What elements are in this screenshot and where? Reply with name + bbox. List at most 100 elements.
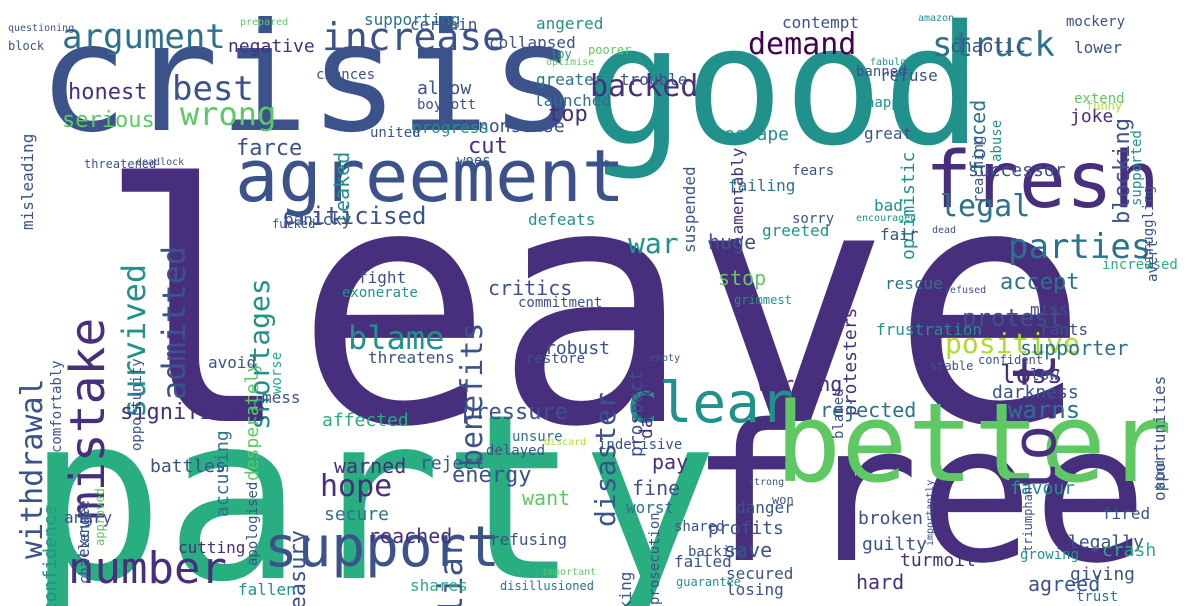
word-stable: stable [930, 359, 974, 373]
word-mocking: mocking [616, 571, 635, 606]
word-cutting: cutting [178, 538, 246, 557]
word-miss: miss [1030, 300, 1069, 319]
word-frustration: frustration [876, 320, 982, 339]
word-fresh: fresh [925, 136, 1160, 226]
word-positive: positive [945, 327, 1080, 360]
word-threatens: threatens [368, 348, 455, 367]
word-fears: fears [792, 163, 835, 179]
word-argument: argument [62, 17, 226, 57]
word-reaching: reaching [971, 135, 987, 203]
word-strong: strong [748, 477, 785, 488]
word-parties: parties [1008, 227, 1152, 267]
word-party: party [26, 366, 719, 606]
word-triumphant: triumphant [1021, 479, 1035, 552]
word-launched: launched [534, 91, 612, 110]
word-failed: failed [674, 552, 732, 571]
word-discard: discard [544, 437, 587, 448]
word-giving: giving [1070, 564, 1136, 585]
word-failing: failing [728, 176, 796, 195]
word-top: top [548, 102, 588, 127]
word-liar: liar [432, 537, 470, 606]
word-hope: hope [320, 469, 393, 504]
word-certain: certain [410, 15, 478, 34]
word-importantly: importantly [925, 479, 936, 546]
word-chances: chances [316, 67, 376, 83]
word-sorry: sorry [792, 211, 835, 227]
word-backed: backed [590, 69, 699, 104]
word-poorer: poorer [588, 43, 632, 57]
word-contempt: contempt [782, 13, 860, 32]
word-energy: energy [452, 463, 532, 488]
word-supported: supported [1129, 130, 1145, 206]
word-woes: woes [457, 153, 491, 169]
word-fucked: fucked [272, 217, 316, 231]
word-unsure: unsure [512, 429, 563, 445]
word-prepared: prepared [240, 17, 289, 28]
word-profits: profits [708, 518, 784, 539]
word-successor: successor [968, 160, 1066, 181]
word-suspended: suspended [680, 166, 699, 253]
word-demand: demand [748, 27, 857, 62]
word-warning: warning [758, 372, 843, 396]
word-mess: mess [262, 388, 301, 407]
word-supporting: supporting [364, 10, 461, 29]
word-pressure: pressure [462, 400, 568, 425]
word-free: free [690, 384, 1148, 605]
word-happy: happy [866, 95, 909, 111]
word-supporter: supporter [1020, 336, 1129, 360]
word-chaotic: chaotic [950, 36, 1026, 57]
word-approved: approved [93, 488, 107, 546]
word-secure: secure [324, 504, 390, 525]
word-fallen: fallen [238, 580, 296, 599]
word-serious: serious [62, 108, 155, 133]
word-opportunity: opportunity [129, 358, 145, 451]
word-progress: progress [412, 118, 490, 137]
word-battles: battles [150, 456, 226, 477]
word-darkness: darkness [992, 382, 1079, 403]
word-trouble: trouble [620, 70, 688, 89]
word-joke: joke [1070, 106, 1114, 127]
word-deadlock: deadlock [136, 157, 185, 168]
word-significant: significant [120, 400, 266, 425]
word-joy: joy [550, 47, 572, 61]
word-comfortably: comfortably [49, 360, 65, 453]
word-crash: crash [1102, 540, 1157, 561]
word-broken: broken [858, 508, 924, 529]
word-loss: loss [1000, 360, 1063, 390]
word-fine: fine [632, 476, 681, 500]
word-better: better [775, 379, 1173, 507]
word-rescue: rescue [885, 274, 943, 293]
word-shared: shared [674, 519, 725, 535]
word-criticised: criticised [282, 202, 427, 230]
word-critics: critics [488, 276, 573, 300]
word-abuse: abuse [989, 119, 1005, 162]
word-blamed: blamed [831, 388, 847, 439]
word-trust: trust [1076, 589, 1119, 605]
word-warned: warned [334, 454, 407, 478]
word-encouraged: encouraged [856, 213, 917, 224]
word-commitment: commitment [518, 295, 603, 311]
word-legally: legally [1068, 532, 1144, 553]
word-benefits: benefits [455, 322, 490, 468]
word-amazon: amazon [918, 13, 955, 24]
word-grimmest: grimmest [734, 293, 792, 307]
word-blame: blame [348, 319, 445, 357]
word-excuse: excuse [74, 500, 93, 558]
word-questioning: questioning [8, 23, 75, 34]
word-great: great [864, 124, 913, 143]
word-opportunities: opportunities [1150, 375, 1169, 501]
word-best: best [172, 69, 254, 109]
word-favour: favour [1010, 478, 1076, 499]
word-good: good [585, 0, 983, 182]
word-secured: secured [726, 564, 794, 583]
word-worst: worst [626, 498, 675, 517]
word-growing: growing [1020, 547, 1080, 563]
word-admitted: admitted [155, 245, 193, 400]
word-guilty: guilty [862, 534, 928, 555]
word-huge: huge [708, 230, 757, 254]
word-disaster: disaster [589, 392, 622, 527]
word-optimise: optimise [546, 57, 595, 68]
word-refusing: refusing [490, 530, 568, 549]
word-escape: escape [724, 124, 790, 145]
